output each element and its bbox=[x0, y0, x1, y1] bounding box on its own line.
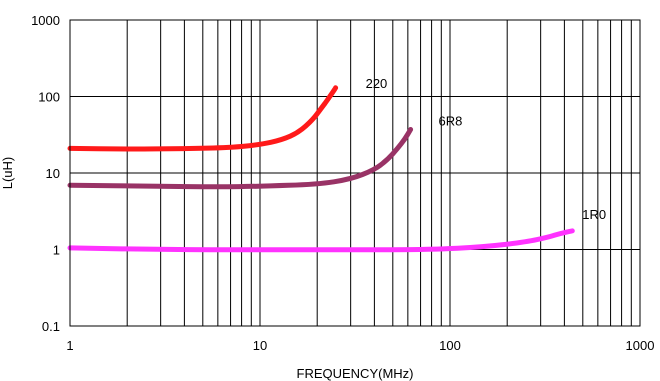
series-line-1r0 bbox=[67, 228, 575, 253]
series-label-1r0: 1R0 bbox=[582, 207, 606, 222]
x-tick-label: 10 bbox=[253, 338, 267, 353]
x-tick-label: 1000 bbox=[626, 338, 655, 353]
y-tick-label: 1 bbox=[53, 243, 60, 258]
x-tick-label: 100 bbox=[439, 338, 461, 353]
plot-frame bbox=[69, 19, 641, 327]
y-tick-label: 10 bbox=[46, 166, 60, 181]
y-tick-labels: 0.1 1 10 100 1000 bbox=[31, 13, 60, 334]
y-axis-label: L(uH) bbox=[0, 157, 15, 190]
y-tick-label: 1000 bbox=[31, 13, 60, 28]
series-labels: 220 6R8 1R0 bbox=[366, 76, 607, 222]
series-label-220: 220 bbox=[366, 76, 388, 91]
y-tick-label: 0.1 bbox=[42, 319, 60, 334]
x-tick-labels: 1 10 100 1000 bbox=[66, 338, 654, 353]
x-tick-label: 1 bbox=[66, 338, 73, 353]
grid bbox=[70, 20, 640, 326]
series-line-220 bbox=[67, 85, 339, 152]
x-axis-label: FREQUENCY(MHz) bbox=[297, 366, 414, 381]
series-label-6r8: 6R8 bbox=[439, 114, 463, 129]
y-tick-label: 100 bbox=[38, 90, 60, 105]
series-line-6r8 bbox=[67, 127, 414, 190]
series-group bbox=[67, 85, 575, 253]
